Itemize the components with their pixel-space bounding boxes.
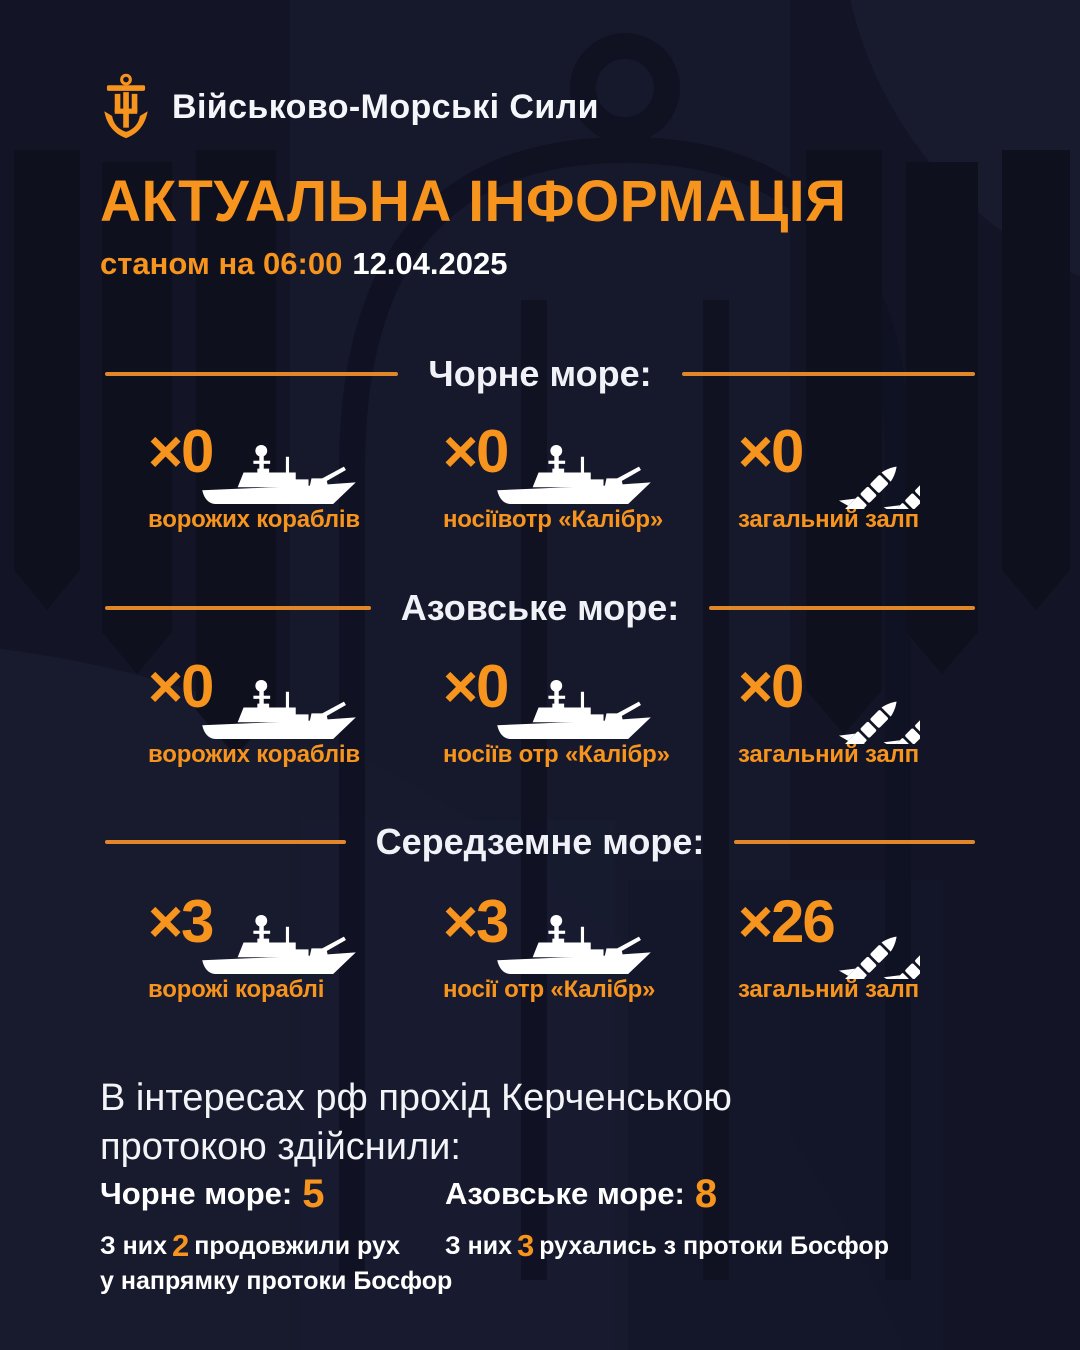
stat-count: ×0 [738, 418, 804, 485]
section-header-mediterranean-sea: Середземне море: [105, 820, 975, 864]
sea-total: 5 [302, 1172, 325, 1216]
stat-total-salvo: ×0 загальний залп [738, 653, 1043, 771]
kerch-black-sea-column: Чорне море: 5 З них 2 продовжили рух у напр… [100, 1172, 452, 1297]
navy-anchor-trident-icon [104, 73, 148, 139]
missiles-icon [796, 416, 920, 509]
stat-count: ×3 [148, 888, 214, 955]
divider-line [709, 606, 975, 610]
stat-label: носії отр «Калібр» [443, 976, 656, 1003]
as-of-date: 12.04.2025 [352, 246, 508, 281]
sea-detail: З них 3 рухались з протоки Босфор [445, 1227, 889, 1266]
stat-kalibr-carriers: ×0 носіївотр «Калібр» [443, 418, 748, 536]
missiles-icon [796, 651, 920, 744]
stat-label: загальний залп [738, 976, 919, 1003]
stat-total-salvo: ×26 загальний залп [738, 888, 1043, 1006]
stat-total-salvo: ×0 загальний залп [738, 418, 1043, 536]
stat-label: ворожих кораблів [148, 506, 360, 533]
divider-line [105, 372, 399, 376]
divider-line [105, 606, 371, 610]
page-title: АКТУАЛЬНА ІНФОРМАЦІЯ [100, 169, 847, 234]
detail-text: рухались з протоки Босфор [539, 1232, 889, 1260]
divider-line [105, 840, 346, 844]
org-name: Військово-Морські Сили [172, 88, 599, 126]
stat-count: ×0 [148, 418, 214, 485]
section-header-black-sea: Чорне море: [105, 352, 976, 396]
stat-count: ×0 [738, 653, 804, 720]
as-of-line: станом на 06:00 12.04.2025 [100, 246, 507, 282]
stat-label: ворожі кораблі [148, 976, 325, 1003]
section-title: Середземне море: [375, 821, 705, 862]
detail-text: продовжили рух [194, 1232, 401, 1260]
stat-label: загальний залп [738, 506, 919, 533]
stat-label: носіївотр «Калібр» [443, 506, 663, 533]
as-of-time: станом на 06:00 [100, 246, 343, 281]
warship-icon [495, 677, 653, 740]
warship-icon [200, 442, 358, 505]
stat-label: ворожих кораблів [148, 741, 360, 768]
stat-count: ×0 [148, 653, 214, 720]
warship-icon [495, 442, 653, 505]
kerch-heading: В інтересах рф прохід Керченською проток… [100, 1077, 732, 1169]
sea-total: 8 [694, 1172, 718, 1216]
stat-label: носіїв отр «Калібр» [443, 741, 670, 768]
detail-prefix: З них [100, 1232, 167, 1260]
sea-name: Чорне море: [100, 1176, 293, 1211]
kerch-azov-sea-column: Азовське море: 8 З них 3 рухались з протоки… [445, 1172, 889, 1266]
sea-detail: З них 2 продовжили рух у напрямку протоки … [100, 1227, 452, 1297]
warship-icon [200, 677, 358, 740]
sea-name: Азовське море: [445, 1176, 685, 1211]
warship-icon [495, 912, 653, 975]
divider-line [681, 372, 976, 376]
stat-kalibr-carriers: ×3 носії отр «Калібр» [443, 888, 748, 1006]
stat-enemy-ships: ×0 ворожих кораблів [148, 418, 453, 536]
detail-count: 2 [171, 1228, 190, 1263]
detail-text-line2: у напрямку протоки Босфор [100, 1266, 453, 1295]
stat-label: загальний залп [738, 741, 919, 768]
detail-count: 3 [516, 1228, 535, 1263]
divider-line [734, 840, 975, 844]
stat-enemy-ships: ×0 ворожих кораблів [148, 653, 453, 771]
stat-count: ×0 [443, 653, 509, 720]
stat-kalibr-carriers: ×0 носіїв отр «Калібр» [443, 653, 748, 771]
detail-prefix: З них [445, 1232, 512, 1260]
warship-icon [200, 912, 358, 975]
section-title: Чорне море: [428, 353, 652, 394]
stat-count: ×3 [443, 888, 509, 955]
stat-enemy-ships: ×3 ворожі кораблі [148, 888, 453, 1006]
section-title: Азовське море: [400, 587, 680, 628]
stat-count: ×0 [443, 418, 509, 485]
section-header-azov-sea: Азовське море: [105, 586, 975, 630]
stat-count: ×26 [738, 888, 836, 955]
